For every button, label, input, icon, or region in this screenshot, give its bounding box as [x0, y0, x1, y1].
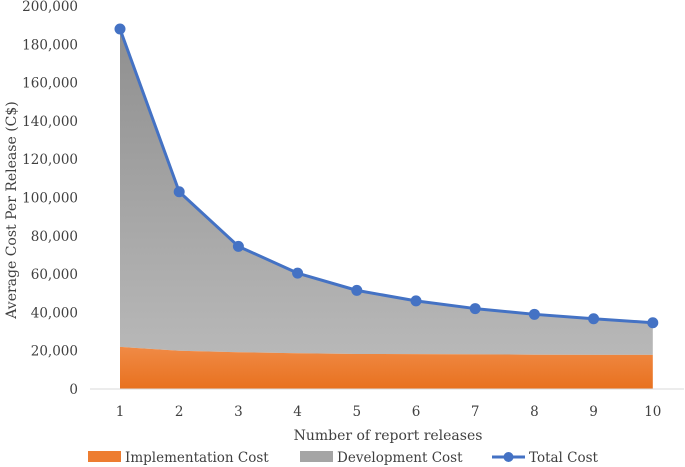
development-cost-area — [120, 28, 653, 355]
total-cost-point — [469, 303, 481, 315]
y-tick-label: 80,000 — [31, 229, 78, 245]
y-tick-label: 200,000 — [22, 0, 78, 15]
x-tick-label: 9 — [589, 404, 598, 420]
y-tick-label: 160,000 — [22, 76, 78, 92]
total-cost-point — [588, 313, 600, 325]
legend-label-development: Development Cost — [337, 450, 463, 466]
total-cost-point — [114, 23, 126, 35]
y-tick-label: 40,000 — [31, 305, 78, 321]
legend: Implementation Cost Development Cost Total… — [88, 450, 599, 466]
x-axis-ticks: 1 2 3 4 5 6 7 8 9 10 — [116, 404, 662, 420]
x-tick-label: 10 — [644, 404, 661, 420]
y-tick-label: 140,000 — [22, 114, 78, 130]
plot-areas — [120, 28, 653, 389]
x-tick-label: 7 — [471, 404, 480, 420]
x-tick-label: 4 — [293, 404, 302, 420]
x-tick-label: 5 — [353, 404, 362, 420]
x-tick-label: 1 — [116, 404, 125, 420]
legend-swatch-total-marker — [503, 452, 514, 462]
y-tick-label: 120,000 — [22, 152, 78, 168]
legend-label-total: Total Cost — [529, 450, 599, 466]
x-axis-title: Number of report releases — [294, 428, 483, 444]
legend-label-implementation: Implementation Cost — [125, 450, 269, 466]
y-axis-ticks: 0 20,000 40,000 60,000 80,000 100,000 120,000 1… — [22, 0, 78, 398]
total-cost-point — [232, 240, 244, 252]
total-cost-point — [410, 295, 422, 307]
y-tick-label: 20,000 — [31, 344, 78, 360]
x-tick-label: 8 — [530, 404, 539, 420]
legend-swatch-development — [300, 451, 333, 462]
y-tick-label: 180,000 — [22, 37, 78, 53]
y-tick-label: 60,000 — [31, 267, 78, 283]
y-tick-label: 100,000 — [22, 191, 78, 207]
x-tick-label: 6 — [412, 404, 421, 420]
total-cost-point — [528, 308, 540, 320]
total-cost-point — [647, 317, 659, 329]
y-tick-label: 0 — [69, 382, 78, 398]
total-cost-point — [292, 267, 304, 279]
total-cost-point — [351, 284, 363, 296]
x-tick-label: 2 — [175, 404, 184, 420]
implementation-cost-area — [120, 346, 653, 389]
legend-swatch-implementation — [88, 451, 121, 462]
total-cost-line — [118, 28, 653, 325]
y-axis-title: Average Cost Per Release (C$) — [4, 101, 20, 320]
total-cost-point — [173, 186, 185, 198]
x-tick-label: 3 — [234, 404, 243, 420]
total-cost-line-layer — [114, 23, 659, 329]
